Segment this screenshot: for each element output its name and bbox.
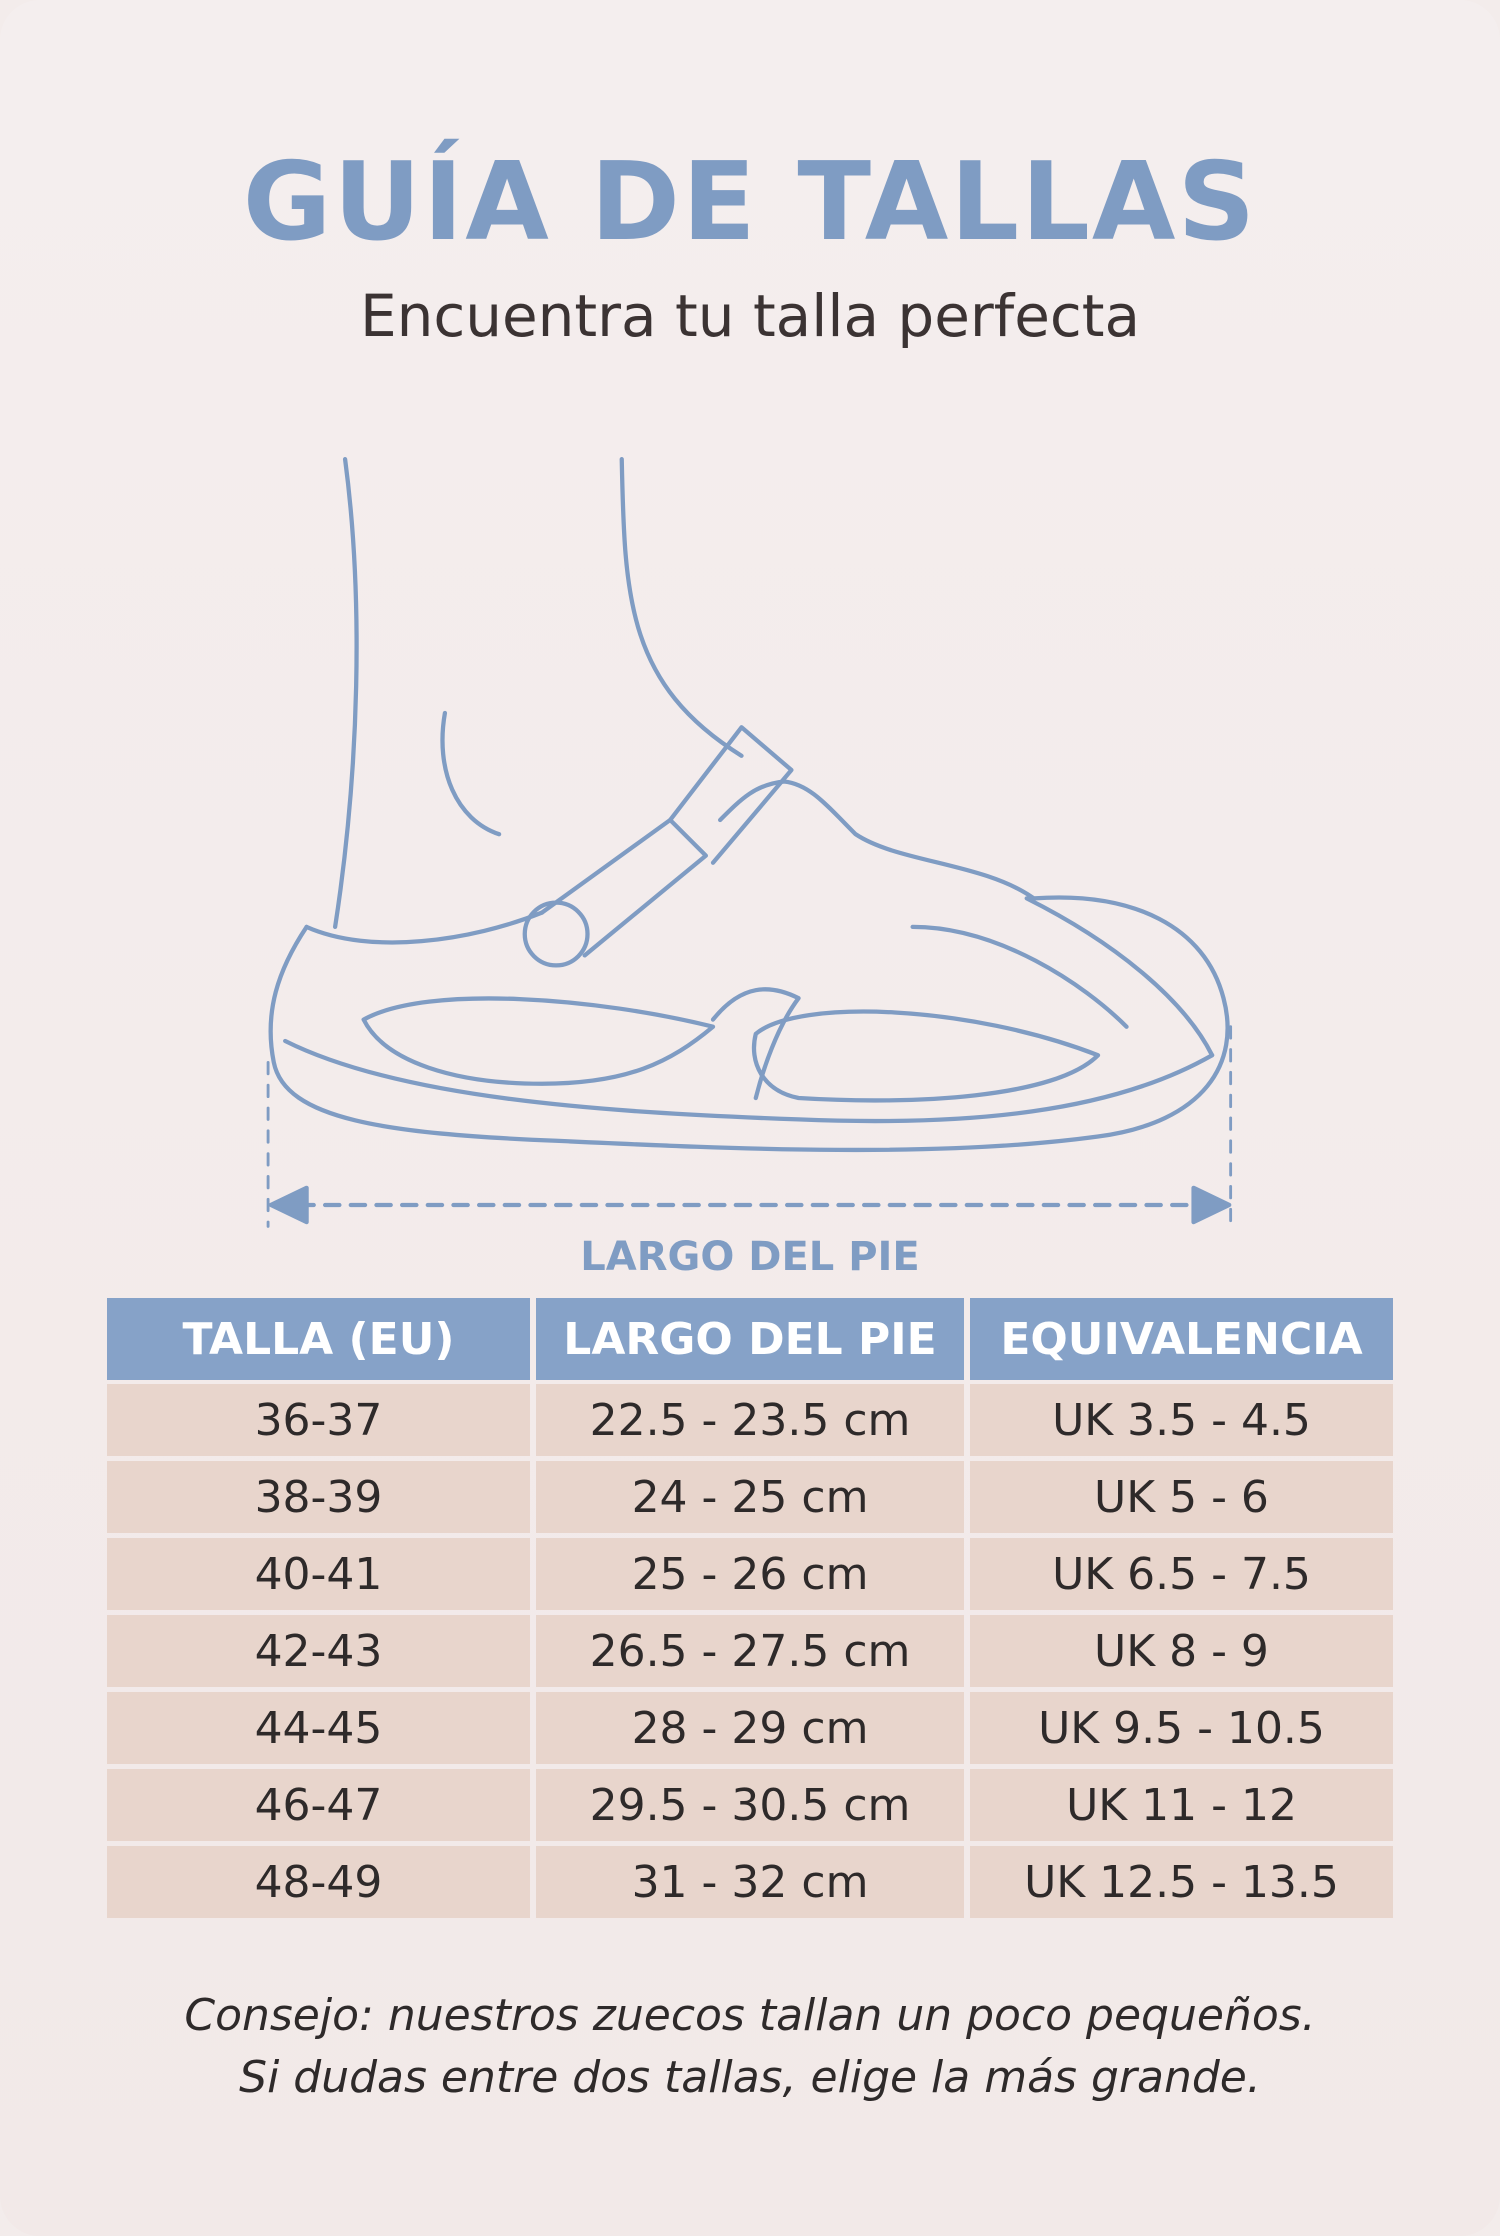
table-cell: UK 5 - 6 [970, 1461, 1393, 1533]
table-cell: 48-49 [107, 1846, 530, 1918]
table-cell: 28 - 29 cm [536, 1692, 964, 1764]
footer-line: Si dudas entre dos tallas, elige la más … [239, 2052, 1261, 2103]
table-cell: 42-43 [107, 1615, 530, 1687]
table-cell: UK 3.5 - 4.5 [970, 1384, 1393, 1456]
column-header: TALLA (EU) [107, 1298, 530, 1380]
shoe-illustration [266, 457, 1233, 1228]
table-cell: UK 8 - 9 [970, 1615, 1393, 1687]
table-cell: 25 - 26 cm [536, 1538, 964, 1610]
table-cell: 24 - 25 cm [536, 1461, 964, 1533]
column-header: LARGO DEL PIE [536, 1298, 964, 1380]
table-cell: 44-45 [107, 1692, 530, 1764]
table-cell: UK 12.5 - 13.5 [970, 1846, 1393, 1918]
table-cell: UK 11 - 12 [970, 1769, 1393, 1841]
table-cell: 26.5 - 27.5 cm [536, 1615, 964, 1687]
measure-label: LARGO DEL PIE [580, 1234, 920, 1280]
table-cell: 29.5 - 30.5 cm [536, 1769, 964, 1841]
table-cell: 22.5 - 23.5 cm [536, 1384, 964, 1456]
table-cell: 40-41 [107, 1538, 530, 1610]
title: GUÍA DE TALLAS [242, 140, 1258, 265]
footer-line: Consejo: nuestros zuecos tallan un poco … [184, 1990, 1316, 2041]
subtitle: Encuentra tu talla perfecta [359, 282, 1141, 350]
column-header: EQUIVALENCIA [970, 1298, 1393, 1380]
table-cell: 36-37 [107, 1384, 530, 1456]
table-cell: UK 6.5 - 7.5 [970, 1538, 1393, 1610]
table-cell: 38-39 [107, 1461, 530, 1533]
table-cell: 46-47 [107, 1769, 530, 1841]
table-cell: UK 9.5 - 10.5 [970, 1692, 1393, 1764]
table-cell: 31 - 32 cm [536, 1846, 964, 1918]
